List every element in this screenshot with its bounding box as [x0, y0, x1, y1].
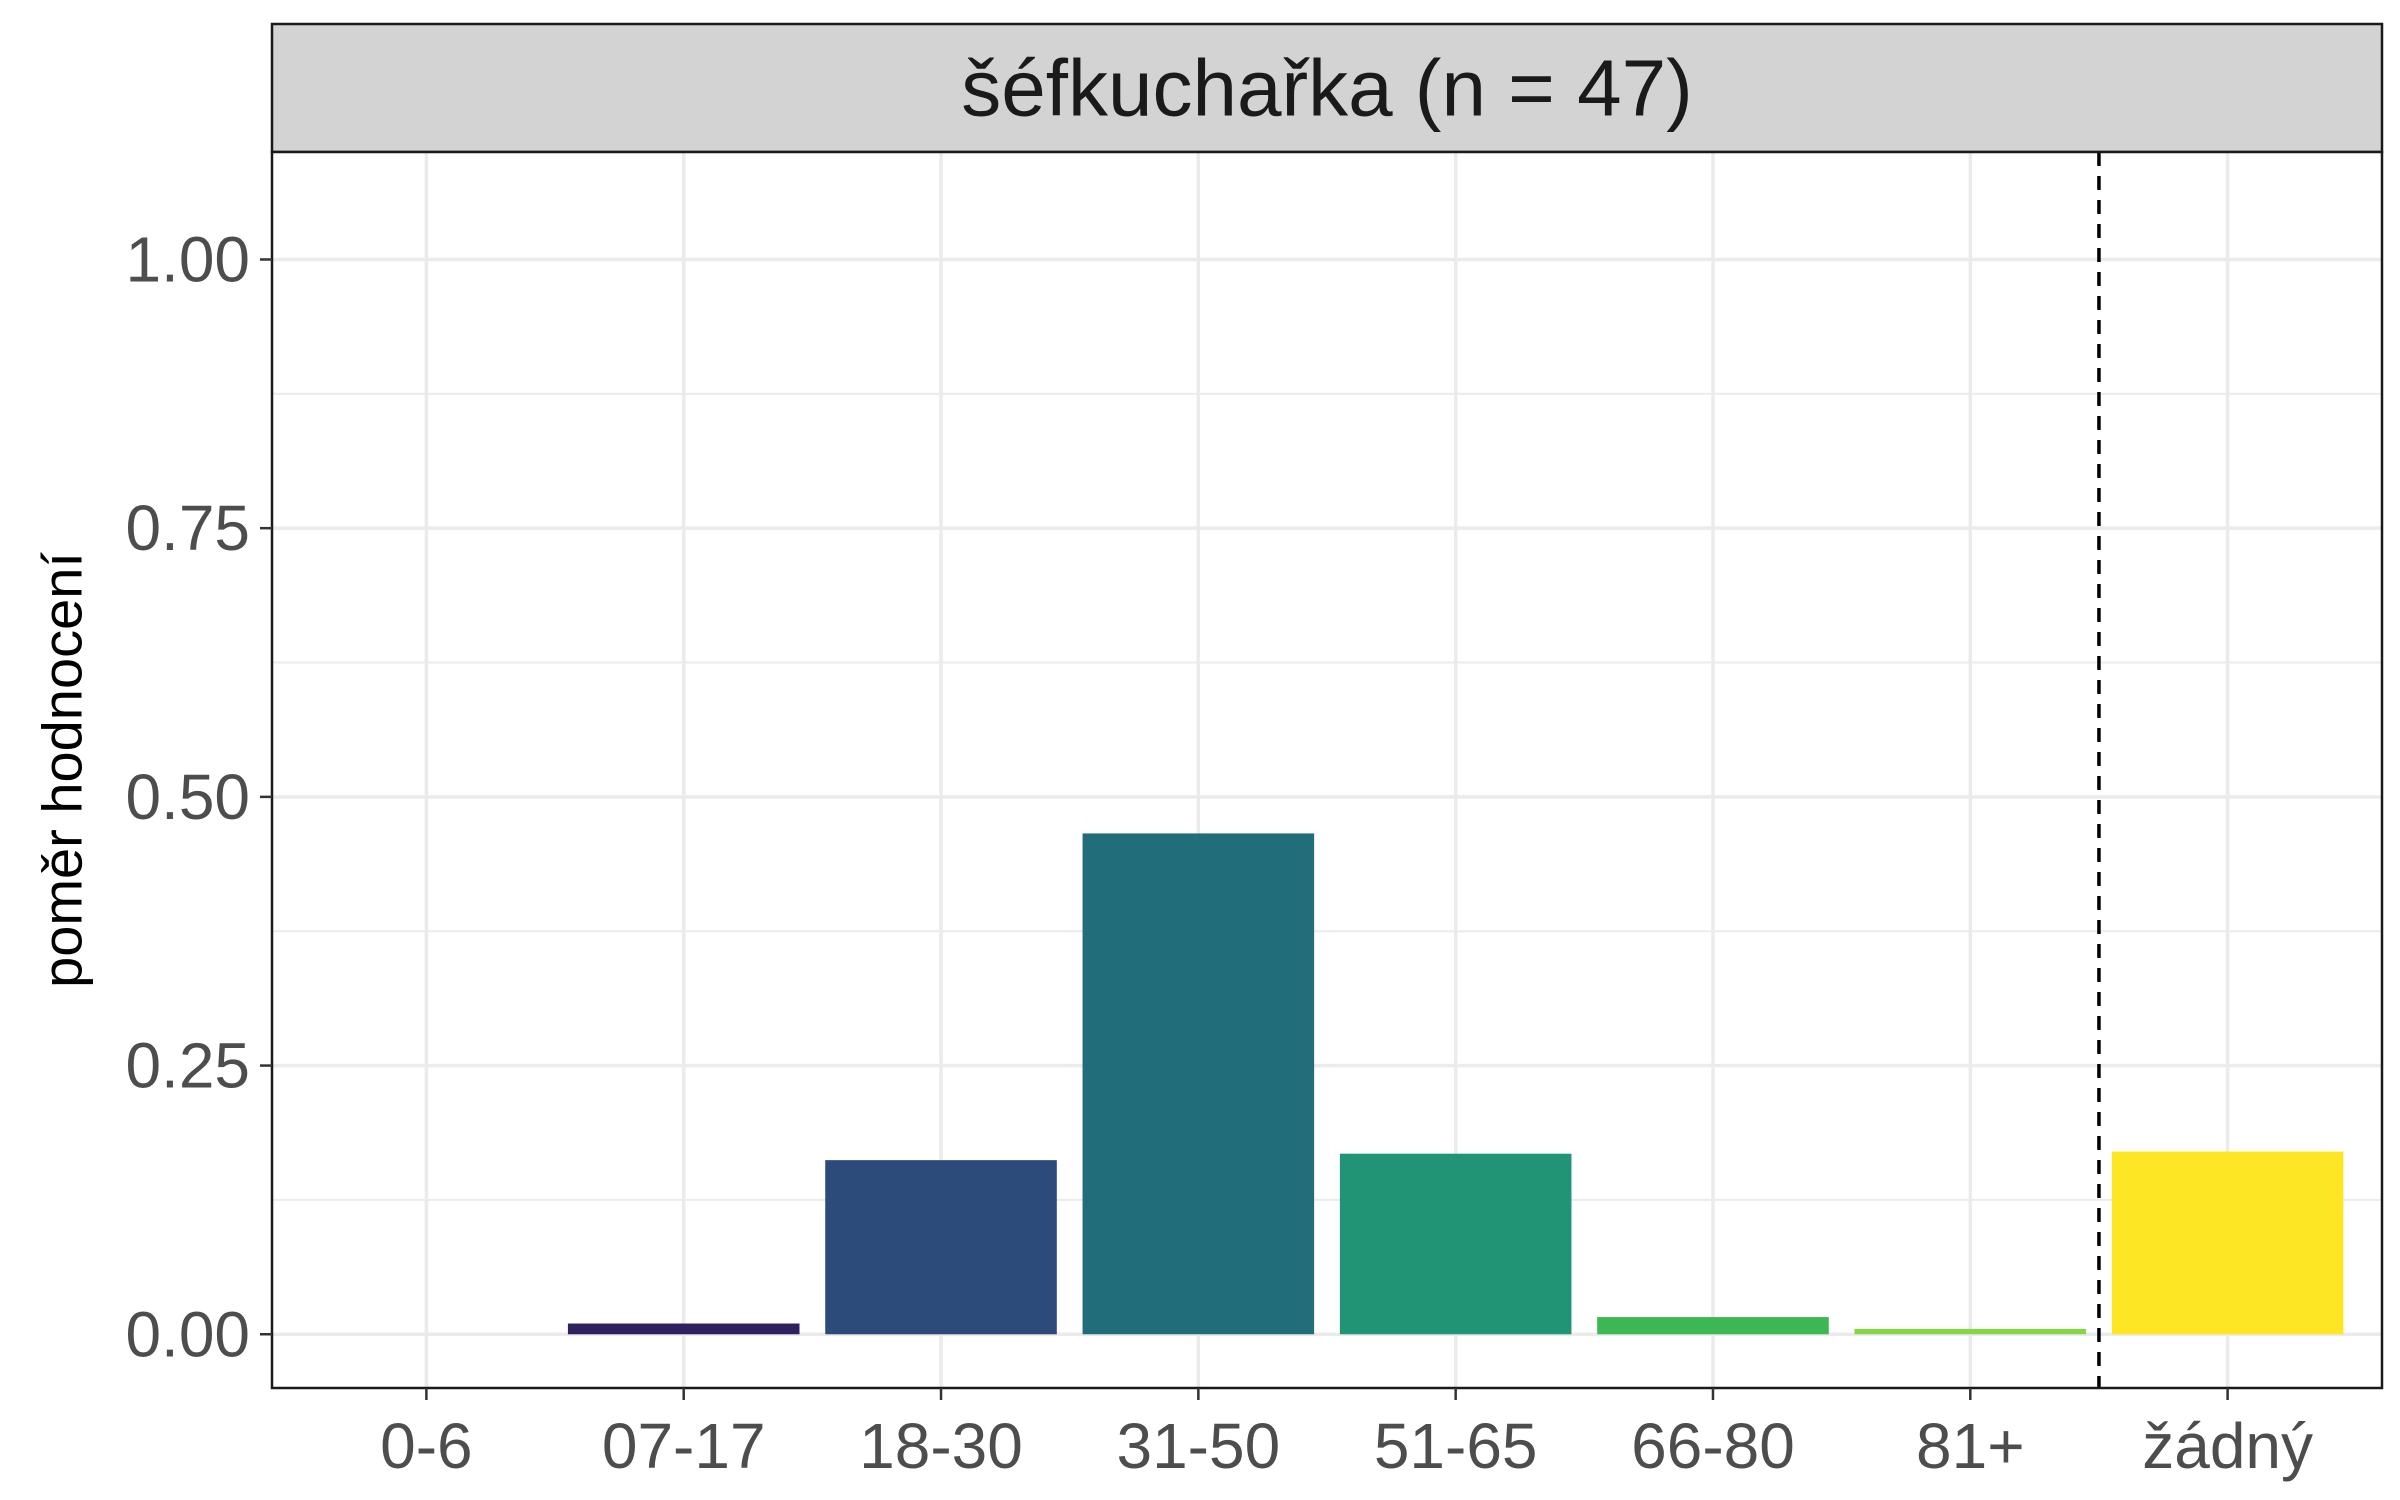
y-tick-label: 0.75 [125, 492, 250, 564]
y-tick-label: 1.00 [125, 223, 250, 295]
x-axis: 0-6 07-17 18-30 31-50 51-65 66-80 81+ žádný [380, 1388, 2313, 1482]
x-tick-label: 66-80 [1631, 1410, 1795, 1482]
bar-51-65 [1339, 1153, 1572, 1335]
y-axis-label: poměr hodnocení [31, 552, 94, 988]
facet-title: šéfkuchařka (n = 47) [961, 44, 1692, 133]
plot-panel [272, 152, 2382, 1388]
y-tick-label: 0.00 [125, 1298, 250, 1370]
x-tick-label: 0-6 [380, 1410, 473, 1482]
y-axis: 0.00 0.25 0.50 0.75 1.00 [125, 223, 272, 1370]
panel-border [270, 150, 2384, 1390]
bar-66-80 [1597, 1317, 1829, 1335]
x-tick-label: žádný [2142, 1410, 2313, 1482]
bar-18-30 [825, 1160, 1057, 1335]
facet-strip [270, 22, 2384, 154]
x-tick-label: 81+ [1916, 1410, 2025, 1482]
x-tick-label: 31-50 [1116, 1410, 1280, 1482]
bar-07-17 [567, 1323, 800, 1335]
grid [272, 152, 2382, 1388]
bar-81+ [1854, 1328, 2087, 1335]
y-tick-label: 0.50 [125, 761, 250, 833]
bar-žádný [2111, 1151, 2344, 1335]
y-tick-label: 0.25 [125, 1030, 250, 1102]
bar-31-50 [1082, 833, 1315, 1335]
x-tick-label: 51-65 [1374, 1410, 1538, 1482]
bars [567, 833, 2344, 1335]
x-tick-label: 07-17 [602, 1410, 766, 1482]
x-tick-label: 18-30 [859, 1410, 1023, 1482]
